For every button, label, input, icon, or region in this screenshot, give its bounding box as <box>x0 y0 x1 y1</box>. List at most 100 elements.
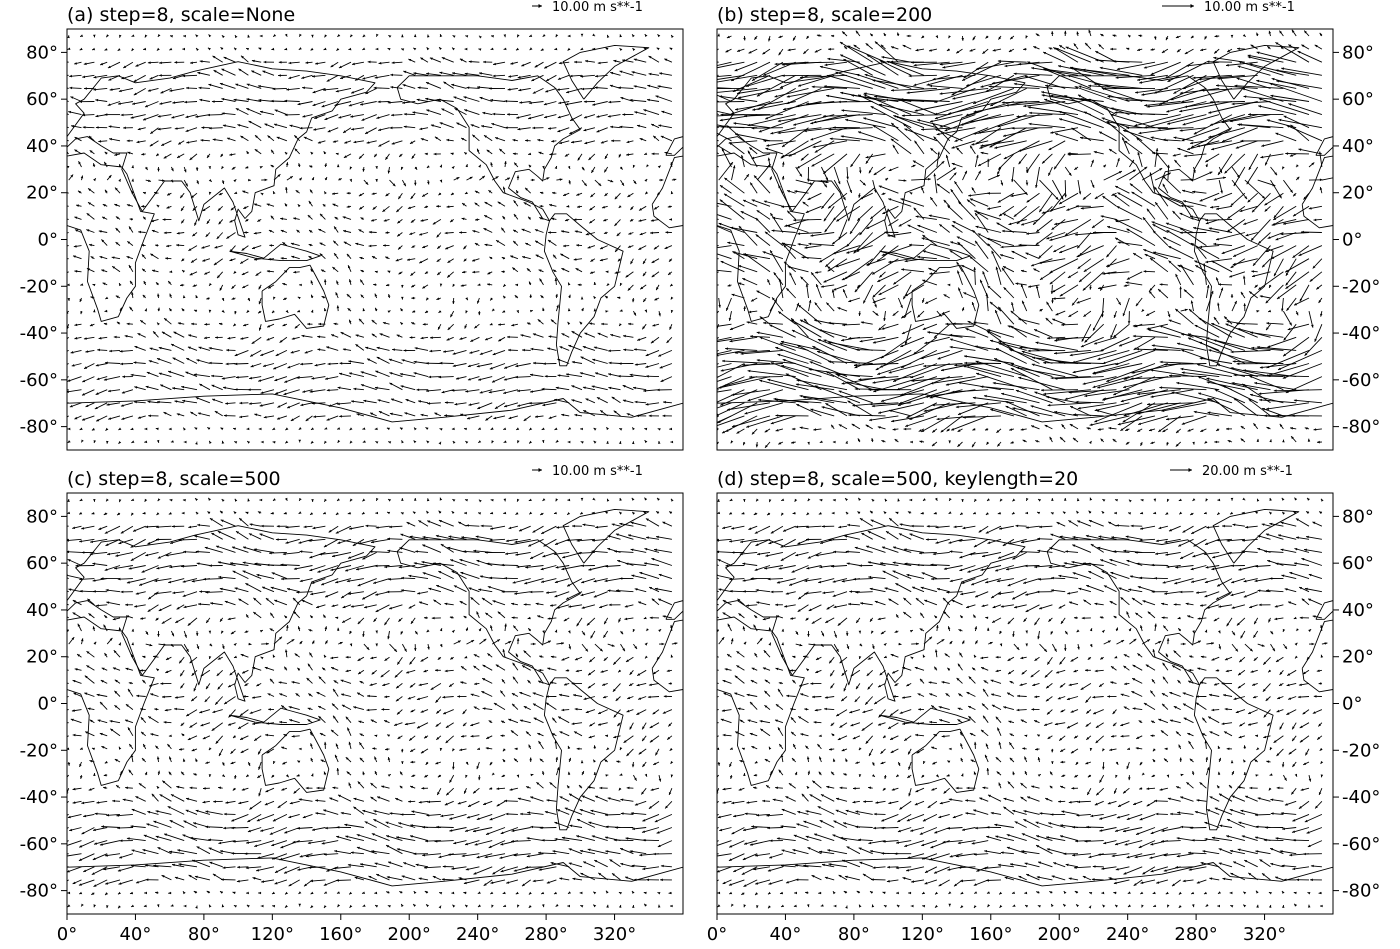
wind-arrow-head <box>527 322 530 325</box>
wind-arrow <box>1008 218 1027 226</box>
wind-arrow-head <box>144 34 148 38</box>
wind-arrow-head <box>74 62 77 65</box>
wind-arrow-head <box>881 253 885 256</box>
wind-arrow-head <box>347 308 351 311</box>
wind-arrow <box>1103 170 1123 181</box>
wind-arrow <box>718 161 734 181</box>
wind-arrow <box>841 271 861 281</box>
wind-arrow <box>901 114 950 117</box>
wind-arrow <box>629 374 647 378</box>
wind-arrow-head <box>294 325 298 329</box>
wind-arrow-head <box>452 352 456 355</box>
wind-arrow-head <box>367 358 371 362</box>
wind-arrow-head <box>581 307 584 311</box>
wind-arrow-head <box>97 348 100 352</box>
wind-arrow-head <box>459 58 463 62</box>
wind-arrow-head <box>352 62 355 66</box>
wind-arrow-head <box>762 51 766 55</box>
wind-arrow-head <box>750 182 753 186</box>
wind-arrow <box>751 153 771 159</box>
wind-arrow-head <box>535 415 538 418</box>
wind-arrow-head <box>171 168 174 172</box>
wind-arrow-head <box>777 131 781 135</box>
wind-arrow-head <box>337 427 341 430</box>
wind-arrow-head <box>885 98 888 102</box>
wind-arrow-head <box>378 144 382 147</box>
wind-arrow-head <box>57 74 60 77</box>
wind-arrow <box>1209 114 1246 126</box>
wind-arrow <box>1035 166 1040 188</box>
wind-arrow-head <box>713 91 716 94</box>
wind-arrow <box>857 94 899 116</box>
wind-arrow-head <box>272 441 276 444</box>
wind-arrow-head <box>946 48 950 51</box>
wind-arrow <box>1126 271 1143 280</box>
wind-arrow-head <box>310 47 314 51</box>
wind-arrow-head <box>743 37 746 41</box>
wind-arrow-head <box>333 322 337 326</box>
coastline <box>562 44 650 100</box>
wind-arrow-head <box>1213 56 1217 60</box>
wind-arrow <box>835 71 886 89</box>
wind-arrow-head <box>567 440 571 444</box>
wind-arrow-head <box>933 136 937 140</box>
wind-arrow-head <box>973 110 977 113</box>
wind-arrow-head <box>644 34 648 37</box>
wind-arrow-head <box>1048 47 1052 50</box>
wind-arrow-head <box>231 286 235 289</box>
wind-arrow-head <box>76 204 79 207</box>
wind-arrow-head <box>241 247 245 251</box>
wind-arrow-head <box>169 47 173 51</box>
wind-arrow-head <box>544 65 548 69</box>
wind-arrow-head <box>267 324 271 328</box>
wind-arrow-head <box>246 48 249 51</box>
wind-arrow-head <box>621 182 624 186</box>
wind-arrow-head <box>976 154 979 158</box>
wind-arrow-head <box>619 166 623 170</box>
wind-arrow-head <box>709 268 712 271</box>
wind-arrow-head <box>551 139 555 143</box>
wind-arrow-head <box>447 260 451 263</box>
wind-arrow-head <box>151 229 155 233</box>
wind-arrow-head <box>932 123 936 126</box>
wind-arrow-head <box>126 139 130 143</box>
wind-arrow-head <box>391 142 395 145</box>
wind-arrow-head <box>401 296 404 300</box>
wind-arrow <box>969 198 989 207</box>
wind-arrow-head <box>67 283 70 287</box>
wind-arrow-head <box>452 441 456 444</box>
wind-arrow <box>810 232 835 237</box>
wind-arrow-head <box>1003 134 1006 137</box>
wind-arrow-head <box>170 179 174 183</box>
wind-arrow-head <box>478 312 481 316</box>
wind-arrow <box>763 200 784 207</box>
map-frame <box>716 28 1334 451</box>
wind-arrow-head <box>597 332 601 336</box>
wind-arrow-head <box>592 33 596 37</box>
wind-arrow-head <box>797 232 801 235</box>
wind-arrow-head <box>1058 111 1062 114</box>
wind-arrow-head <box>340 76 344 80</box>
wind-arrow-head <box>465 164 468 168</box>
wind-arrow-head <box>484 202 488 205</box>
wind-arrow-head <box>934 128 938 131</box>
wind-arrow <box>888 258 912 263</box>
wind-arrow-head <box>373 283 376 286</box>
wind-arrow <box>643 109 660 116</box>
wind-arrow-head <box>301 334 305 338</box>
wind-arrow-head <box>1003 213 1006 216</box>
wind-arrow-head <box>233 323 237 327</box>
wind-arrow <box>1258 271 1284 290</box>
wind-arrow-head <box>108 175 112 178</box>
wind-arrow <box>1257 232 1271 245</box>
wind-arrow-head <box>1201 89 1205 92</box>
wind-arrow-head <box>504 161 507 164</box>
wind-arrow-head <box>1101 87 1105 91</box>
map-frame <box>66 28 684 451</box>
wind-arrow <box>1275 69 1310 76</box>
wind-arrow <box>1181 87 1233 103</box>
wind-arrow-head <box>544 115 547 119</box>
wind-arrow-head <box>1065 46 1069 50</box>
wind-arrow-head <box>360 217 364 220</box>
wind-arrow-head <box>324 427 328 430</box>
